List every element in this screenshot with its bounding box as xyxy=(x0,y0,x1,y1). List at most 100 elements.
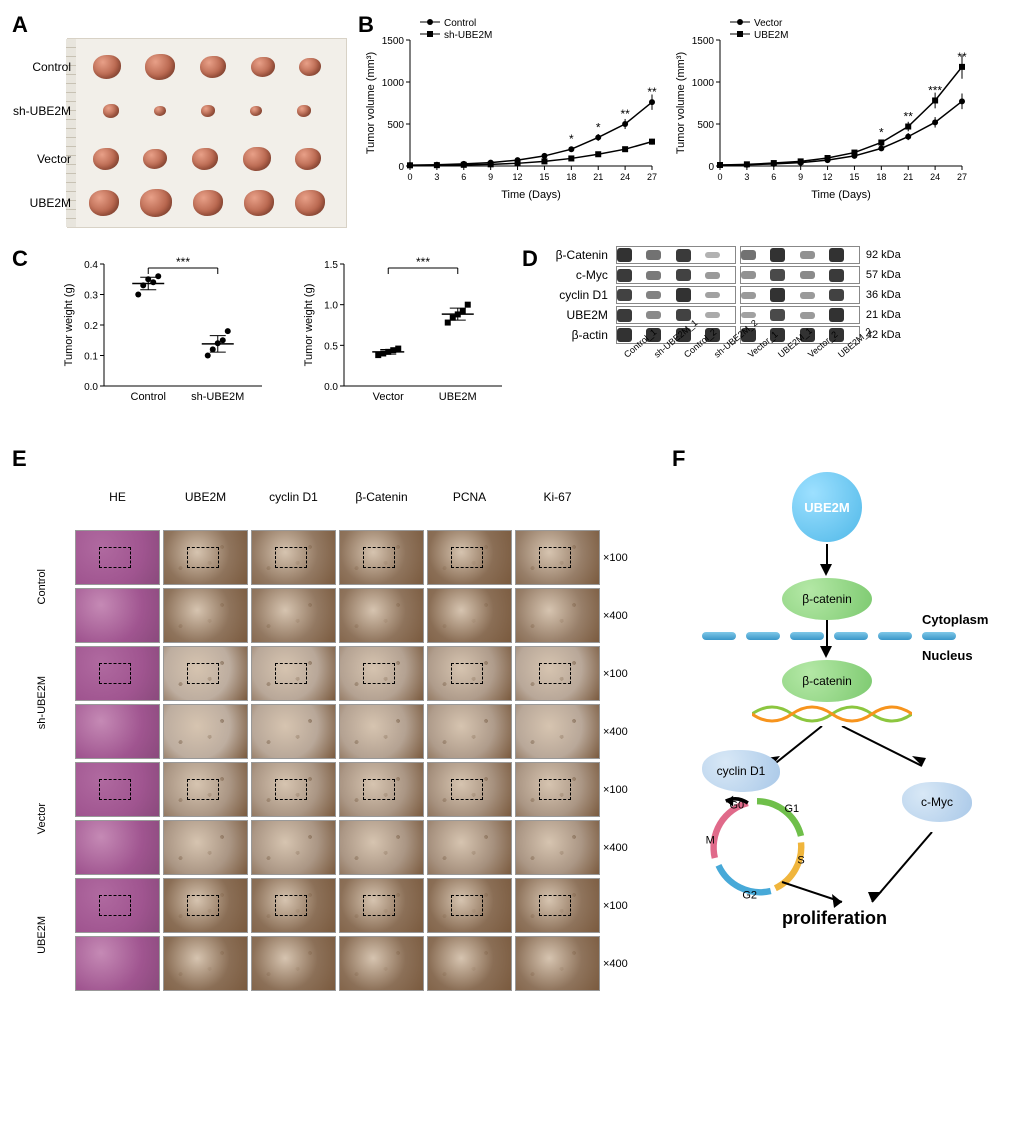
blot-band xyxy=(646,307,676,323)
blot-band xyxy=(617,307,647,323)
svg-text:0.3: 0.3 xyxy=(84,291,98,302)
ihc-image xyxy=(339,820,424,875)
tumor-specimen xyxy=(201,105,215,117)
blot-band xyxy=(770,287,800,303)
ihc-zoom-box xyxy=(275,895,307,916)
svg-text:M: M xyxy=(706,834,715,846)
dna-icon xyxy=(752,700,912,728)
ihc-image xyxy=(515,936,600,991)
blot-band xyxy=(705,287,735,303)
svg-text:0.5: 0.5 xyxy=(324,341,338,352)
panel-f-label: F xyxy=(672,446,1008,472)
svg-text:**: ** xyxy=(647,85,657,99)
tumor-row: UBE2M xyxy=(68,181,346,225)
ihc-image xyxy=(251,646,336,701)
blot-lane-set xyxy=(740,246,860,264)
svg-text:1500: 1500 xyxy=(382,36,405,47)
panel-a-label: A xyxy=(12,12,352,38)
ihc-image xyxy=(515,878,600,933)
arrow-icon xyxy=(820,646,832,658)
ihc-image xyxy=(251,704,336,759)
svg-text:1.0: 1.0 xyxy=(324,301,338,312)
ihc-image xyxy=(339,588,424,643)
svg-text:3: 3 xyxy=(744,172,749,182)
svg-text:0.0: 0.0 xyxy=(84,382,98,393)
ihc-image xyxy=(163,762,248,817)
tumor-specimen xyxy=(145,54,175,80)
blot-protein-label: UBE2M xyxy=(544,308,612,322)
svg-text:Vector: Vector xyxy=(754,18,783,29)
blot-band xyxy=(800,247,830,263)
ihc-zoom-box xyxy=(451,779,483,800)
ihc-row-label: sh-UBE2M xyxy=(36,676,48,729)
svg-text:0.2: 0.2 xyxy=(84,321,98,332)
svg-text:6: 6 xyxy=(771,172,776,182)
cytoplasm-label: Cytoplasm xyxy=(922,612,988,627)
ihc-mag-label: ×400 xyxy=(603,726,643,738)
svg-text:1000: 1000 xyxy=(382,78,405,89)
ihc-image xyxy=(75,588,160,643)
panel-e: E HEUBE2Mcyclin D1β-CateninPCNAKi-67Cont… xyxy=(12,446,652,991)
svg-text:9: 9 xyxy=(798,172,803,182)
svg-text:UBE2M: UBE2M xyxy=(439,391,477,403)
panel-b: B 0500100015000369121518212427Time (Days… xyxy=(362,12,1008,202)
ihc-image xyxy=(251,762,336,817)
arrow-icon xyxy=(826,620,828,648)
blot-protein-label: β-Catenin xyxy=(544,248,612,262)
blot-lane-set xyxy=(740,306,860,324)
panel-e-label: E xyxy=(12,446,652,472)
ihc-mag-label: ×400 xyxy=(603,842,643,854)
ihc-image xyxy=(515,762,600,817)
svg-text:Time (Days): Time (Days) xyxy=(811,189,870,201)
svg-text:500: 500 xyxy=(697,120,714,131)
blot-lane-set xyxy=(740,286,860,304)
tumor-specimen xyxy=(103,104,119,118)
ihc-image xyxy=(75,878,160,933)
svg-text:0: 0 xyxy=(398,162,404,173)
blot-lane-set xyxy=(616,306,736,324)
western-blot-grid: β-Catenin92 kDac-Myc57 kDacyclin D136 kD… xyxy=(544,246,1008,396)
svg-text:Tumor volume (mm³): Tumor volume (mm³) xyxy=(365,52,377,154)
svg-text:Time (Days): Time (Days) xyxy=(501,189,560,201)
nuclear-membrane-icon xyxy=(702,632,956,640)
blot-band xyxy=(646,247,676,263)
tumor-specimen xyxy=(200,56,226,78)
ihc-image xyxy=(75,762,160,817)
ihc-zoom-box xyxy=(451,547,483,568)
tumor-specimen xyxy=(93,148,119,170)
ihc-zoom-box xyxy=(99,547,131,568)
arrow-icon xyxy=(752,726,952,786)
ihc-image xyxy=(427,820,512,875)
tumor-specimen xyxy=(93,55,121,79)
ihc-image xyxy=(339,878,424,933)
ihc-zoom-box xyxy=(363,547,395,568)
tumor-specimen xyxy=(89,190,119,216)
blot-protein-label: c-Myc xyxy=(544,268,612,282)
blot-kda-label: 21 kDa xyxy=(864,309,906,321)
arrow-icon xyxy=(732,832,952,912)
tumor-row-label: Vector xyxy=(13,152,71,166)
ihc-zoom-box xyxy=(187,663,219,684)
node-cmyc: c-Myc xyxy=(902,782,972,822)
panel-c: C 0.00.10.20.30.4Tumor weight (g)Control… xyxy=(12,246,512,416)
svg-text:Tumor weight (g): Tumor weight (g) xyxy=(63,284,75,367)
svg-text:**: ** xyxy=(904,110,914,124)
svg-text:0: 0 xyxy=(407,172,412,182)
blot-band xyxy=(770,267,800,283)
ihc-image xyxy=(75,646,160,701)
svg-text:**: ** xyxy=(957,50,967,64)
ihc-image xyxy=(339,530,424,585)
ihc-mag-label: ×100 xyxy=(603,900,643,912)
blot-band xyxy=(617,267,647,283)
ihc-col-header: β-Catenin xyxy=(339,490,424,510)
ihc-image xyxy=(427,878,512,933)
ihc-image xyxy=(339,762,424,817)
blot-band xyxy=(676,247,706,263)
ihc-mag-label: ×400 xyxy=(603,610,643,622)
ihc-zoom-box xyxy=(539,663,571,684)
blot-band xyxy=(741,287,771,303)
svg-text:*: * xyxy=(879,125,884,139)
ihc-col-header: UBE2M xyxy=(163,490,248,510)
blot-protein-label: cyclin D1 xyxy=(544,288,612,302)
svg-text:0.1: 0.1 xyxy=(84,352,98,363)
